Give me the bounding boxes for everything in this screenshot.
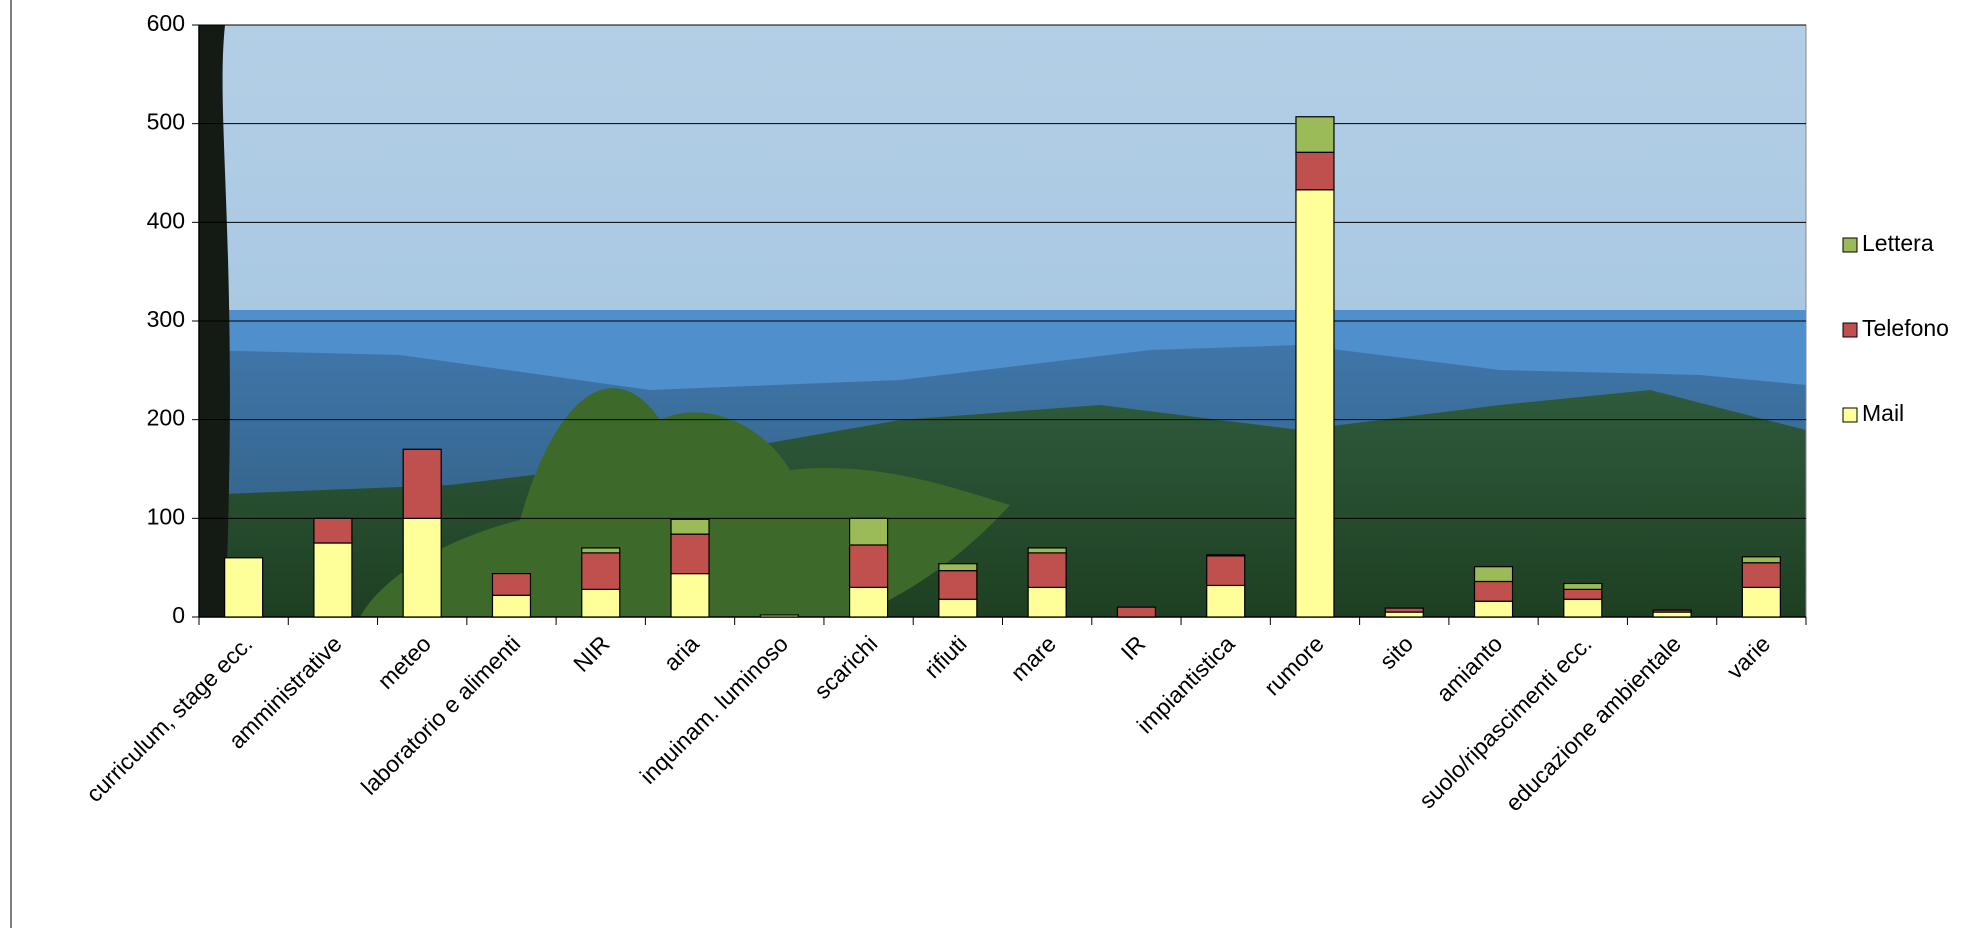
bar-segment — [1384, 607, 1424, 613]
bar-segment — [313, 542, 353, 618]
bar-segment — [581, 552, 621, 590]
bar-segment — [1384, 611, 1424, 618]
bar-segment — [848, 586, 889, 618]
bar-segment — [938, 570, 978, 600]
bar-segment — [938, 598, 978, 618]
bar-segment — [1295, 151, 1335, 191]
x-tick-label: meteo — [372, 630, 436, 694]
bar-segment — [1027, 552, 1067, 588]
legend-swatch — [1842, 237, 1858, 253]
x-tick-label: scarichi — [809, 630, 883, 704]
y-tick-label: 200 — [147, 405, 185, 431]
x-tick-label: rifiuti — [919, 630, 972, 683]
bar-segment — [491, 594, 532, 618]
bar-segment — [1741, 556, 1781, 564]
bar-segment — [1652, 611, 1692, 618]
legend-label: Lettera — [1862, 230, 1934, 256]
x-tick-label: mare — [1006, 630, 1061, 685]
x-tick-label: curriculum, stage ecc. — [81, 630, 258, 807]
bar-segment — [1027, 586, 1067, 618]
x-tick-label: amianto — [1431, 630, 1507, 706]
legend-label: Telefono — [1862, 315, 1949, 341]
bar-segment — [1563, 582, 1603, 590]
bar-segment — [1116, 606, 1157, 618]
y-tick-label: 400 — [147, 207, 185, 233]
y-tick-label: 300 — [147, 306, 185, 332]
bar-segment — [1206, 554, 1246, 557]
bar-segment — [1295, 189, 1335, 618]
bar-segment — [224, 557, 264, 618]
x-tick-label: IR — [1116, 630, 1151, 665]
bar-segment — [670, 533, 710, 575]
bar-segment — [670, 518, 710, 535]
x-tick-label: educazione ambientale — [1500, 630, 1686, 816]
bar-segment — [1563, 588, 1603, 600]
bar-segment — [402, 448, 442, 519]
bar-segment — [1295, 116, 1335, 153]
y-tick-label: 0 — [172, 602, 185, 628]
x-tick-label: rumore — [1259, 630, 1329, 700]
bar-segment — [1473, 566, 1514, 583]
bar-segment — [1563, 598, 1603, 618]
legend-swatch — [1842, 407, 1858, 423]
bar-segment — [581, 547, 621, 554]
x-tick-label: NIR — [568, 630, 614, 676]
bar-segment — [1741, 562, 1781, 589]
bar-segment — [491, 572, 532, 596]
x-tick-label: varie — [1722, 630, 1776, 684]
bar-segment — [1741, 586, 1781, 618]
bar-segment — [1206, 584, 1246, 618]
y-tick-label: 500 — [147, 109, 185, 135]
bar-segment — [581, 588, 621, 618]
x-tick-label: aria — [658, 630, 704, 676]
bar-segment — [670, 572, 710, 618]
bar-segment — [848, 544, 889, 588]
bar-segment — [1473, 600, 1514, 618]
y-tick-label: 600 — [147, 10, 185, 36]
bar-segment — [1206, 555, 1246, 587]
y-tick-label: 100 — [147, 503, 185, 529]
legend-swatch — [1842, 322, 1858, 338]
x-tick-label: suolo/ripascimenti ecc. — [1414, 630, 1597, 813]
bar-segment — [848, 517, 889, 546]
bar-segment — [759, 614, 799, 618]
bar-segment — [402, 517, 442, 618]
bar-segment — [938, 563, 978, 572]
bar-segment — [1652, 609, 1692, 613]
x-tick-label: laboratorio e alimenti — [356, 630, 525, 799]
bar-segment — [1027, 547, 1067, 554]
bar-segment — [1473, 580, 1514, 602]
bar-segment — [313, 517, 353, 544]
x-tick-label: sito — [1374, 630, 1418, 674]
legend-label: Mail — [1862, 400, 1904, 426]
x-tick-label: inquinam. luminoso — [635, 630, 794, 789]
